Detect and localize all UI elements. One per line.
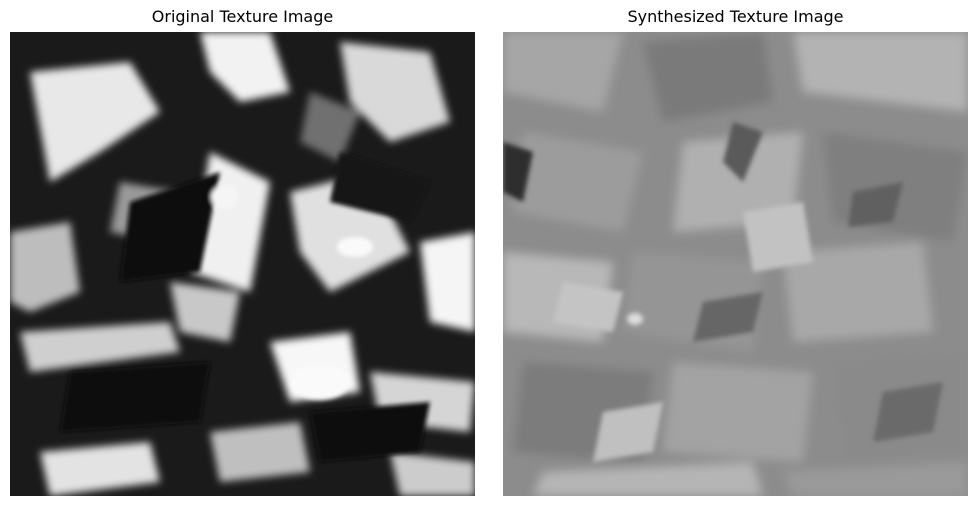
- synthesized-texture-title: Synthesized Texture Image: [627, 7, 844, 26]
- synthesized-texture-image: [503, 32, 968, 496]
- original-texture-title: Original Texture Image: [151, 7, 334, 26]
- original-texture-image: [10, 32, 475, 496]
